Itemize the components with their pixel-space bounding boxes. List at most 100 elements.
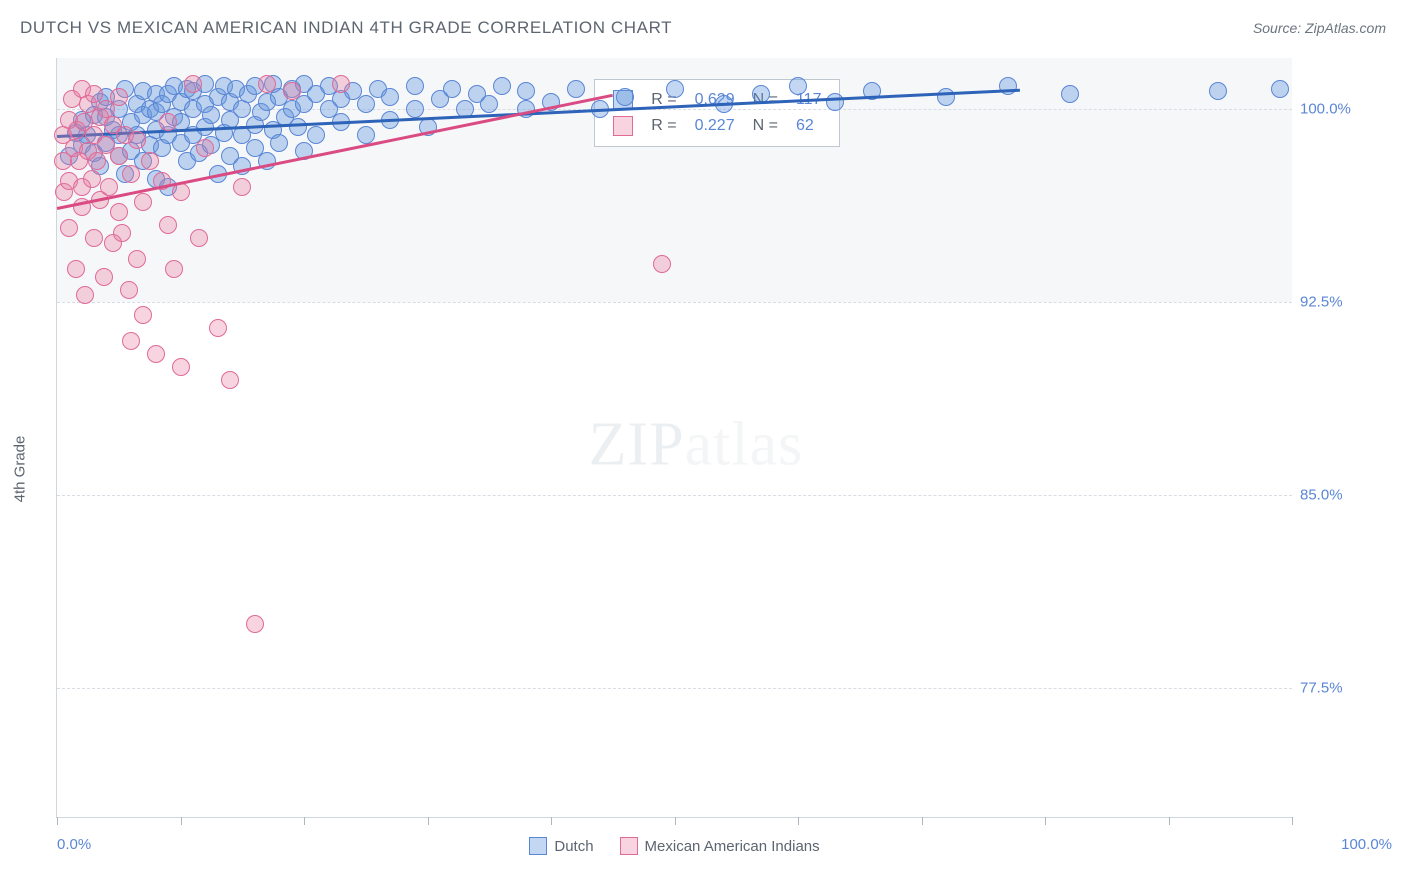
gridline (57, 495, 1292, 496)
stats-n-mexican: 62 (788, 114, 830, 138)
x-tick (57, 817, 58, 825)
data-point-dutch (567, 80, 585, 98)
watermark-atlas: atlas (685, 410, 804, 478)
legend-label-mexican: Mexican American Indians (645, 838, 820, 855)
data-point-dutch (937, 88, 955, 106)
data-point-mexican (190, 229, 208, 247)
data-point-mexican (110, 203, 128, 221)
data-point-mexican (653, 255, 671, 273)
chart-container: DUTCH VS MEXICAN AMERICAN INDIAN 4TH GRA… (0, 0, 1406, 892)
data-point-mexican (141, 152, 159, 170)
data-point-mexican (83, 170, 101, 188)
data-point-dutch (480, 95, 498, 113)
legend-item-mexican: Mexican American Indians (620, 837, 820, 855)
legend-label-dutch: Dutch (554, 838, 593, 855)
data-point-dutch (616, 88, 634, 106)
data-point-dutch (999, 77, 1017, 95)
legend-swatch-mexican (620, 837, 638, 855)
data-point-mexican (85, 229, 103, 247)
data-point-mexican (221, 371, 239, 389)
data-point-mexican (88, 152, 106, 170)
data-point-dutch (202, 106, 220, 124)
data-point-mexican (147, 345, 165, 363)
gridline (57, 688, 1292, 689)
data-point-mexican (233, 178, 251, 196)
x-tick (675, 817, 676, 825)
legend-item-dutch: Dutch (529, 837, 593, 855)
data-point-dutch (517, 82, 535, 100)
x-tick (1169, 817, 1170, 825)
y-tick-label: 85.0% (1300, 487, 1384, 504)
data-point-dutch (381, 88, 399, 106)
data-point-dutch (357, 126, 375, 144)
watermark-zip: ZIP (589, 410, 685, 478)
data-point-mexican (134, 193, 152, 211)
data-point-dutch (289, 118, 307, 136)
stats-r-dutch: 0.629 (687, 88, 743, 112)
chart-area: 4th Grade ZIPatlas R = 0.629 N = 117 (14, 58, 1392, 880)
y-tick-label: 77.5% (1300, 680, 1384, 697)
data-point-mexican (95, 268, 113, 286)
data-point-dutch (270, 134, 288, 152)
data-point-mexican (128, 250, 146, 268)
chart-header: DUTCH VS MEXICAN AMERICAN INDIAN 4TH GRA… (0, 0, 1406, 50)
data-point-mexican (134, 306, 152, 324)
stats-swatch-mexican (613, 116, 633, 136)
data-point-mexican (128, 131, 146, 149)
x-tick (181, 817, 182, 825)
chart-title: DUTCH VS MEXICAN AMERICAN INDIAN 4TH GRA… (20, 18, 672, 38)
stats-r-mexican: 0.227 (687, 114, 743, 138)
data-point-mexican (159, 113, 177, 131)
y-tick-label: 100.0% (1300, 101, 1384, 118)
stats-row-mexican: R = 0.227 N = 62 (605, 114, 829, 138)
data-point-mexican (76, 286, 94, 304)
data-point-mexican (60, 219, 78, 237)
stats-n-label: N = (745, 114, 786, 138)
data-point-dutch (443, 80, 461, 98)
data-point-dutch (1271, 80, 1289, 98)
watermark-text: ZIPatlas (589, 409, 804, 480)
plot-outer: ZIPatlas R = 0.629 N = 117 R = (56, 58, 1392, 818)
y-axis-label: 4th Grade (12, 436, 29, 503)
x-axis-max-label: 100.0% (1292, 836, 1392, 853)
x-tick (1045, 817, 1046, 825)
data-point-mexican (67, 260, 85, 278)
data-point-dutch (826, 93, 844, 111)
data-point-mexican (113, 224, 131, 242)
legend-swatch-dutch (529, 837, 547, 855)
data-point-mexican (100, 178, 118, 196)
data-point-mexican (283, 82, 301, 100)
data-point-dutch (406, 77, 424, 95)
stats-r-label: R = (643, 114, 684, 138)
data-point-mexican (110, 147, 128, 165)
data-point-dutch (789, 77, 807, 95)
data-point-dutch (233, 100, 251, 118)
data-point-mexican (110, 88, 128, 106)
data-point-mexican (165, 260, 183, 278)
data-point-dutch (307, 126, 325, 144)
data-point-dutch (493, 77, 511, 95)
x-tick (798, 817, 799, 825)
x-tick (551, 817, 552, 825)
legend-bottom: Dutch Mexican American Indians (57, 837, 1292, 855)
data-point-mexican (122, 332, 140, 350)
data-point-dutch (1061, 85, 1079, 103)
data-point-dutch (406, 100, 424, 118)
data-point-mexican (246, 615, 264, 633)
x-tick (304, 817, 305, 825)
data-point-mexican (159, 216, 177, 234)
data-point-mexican (258, 75, 276, 93)
data-point-dutch (357, 95, 375, 113)
data-point-mexican (209, 319, 227, 337)
data-point-dutch (666, 80, 684, 98)
data-point-mexican (196, 139, 214, 157)
data-point-dutch (1209, 82, 1227, 100)
data-point-mexican (184, 75, 202, 93)
plot-region: ZIPatlas R = 0.629 N = 117 R = (56, 58, 1292, 818)
data-point-mexican (332, 75, 350, 93)
data-point-mexican (122, 165, 140, 183)
x-tick (428, 817, 429, 825)
x-tick (1292, 817, 1293, 825)
data-point-mexican (85, 85, 103, 103)
chart-source: Source: ZipAtlas.com (1253, 20, 1386, 36)
